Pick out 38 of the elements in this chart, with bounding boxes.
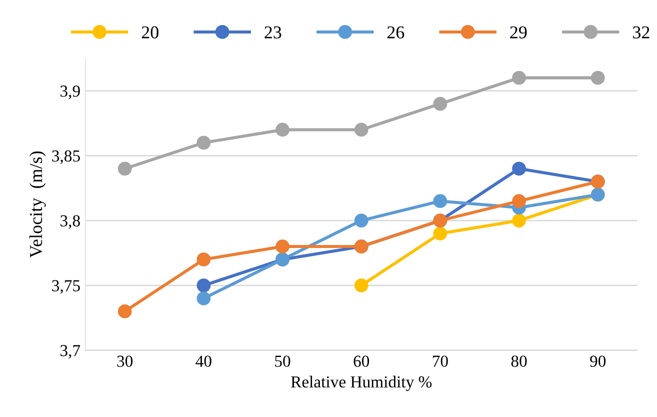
point: [433, 194, 448, 208]
y-tick-label: 3,85: [52, 150, 80, 164]
point: [354, 214, 368, 228]
point: [196, 278, 211, 292]
y-tick-label: 3,7: [60, 345, 80, 359]
legend-label: 32: [633, 26, 650, 38]
point: [196, 291, 211, 306]
x-tick-label: 90: [590, 356, 606, 367]
x-axis-title: Relative Humidity %: [291, 376, 432, 391]
point: [118, 304, 132, 318]
point: [196, 136, 211, 150]
point: [196, 252, 211, 266]
point: [512, 162, 526, 176]
legend-label: 26: [387, 26, 404, 38]
y-tick-label: 3,9: [60, 86, 80, 100]
point: [512, 194, 526, 208]
point: [590, 70, 605, 85]
point: [276, 122, 290, 137]
point: [276, 240, 290, 254]
y-axis-title: Velocity (m/s): [29, 151, 46, 258]
y-tick-label: 3,75: [52, 280, 80, 294]
legend-label: 29: [510, 26, 527, 38]
point: [433, 226, 448, 240]
point: [512, 70, 526, 85]
x-tick-label: 80: [511, 356, 527, 367]
legend-label: 20: [142, 26, 158, 38]
x-tick-label: 40: [196, 356, 212, 367]
x-tick-label: 60: [354, 356, 370, 367]
point: [354, 122, 368, 137]
point: [118, 162, 132, 176]
x-tick-label: 70: [432, 356, 448, 367]
legend-label: 23: [264, 26, 282, 38]
point: [433, 96, 448, 111]
y-tick-label: 3,8: [60, 215, 80, 229]
x-tick-label: 50: [275, 356, 290, 367]
point: [512, 214, 526, 228]
point: [354, 278, 368, 292]
x-tick-label: 30: [117, 356, 133, 367]
